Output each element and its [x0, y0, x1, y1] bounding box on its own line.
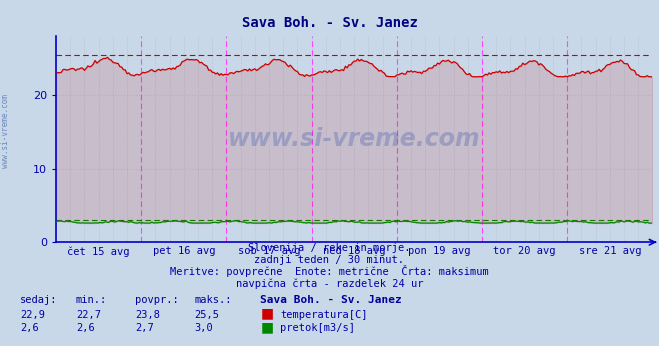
Text: 2,6: 2,6 [76, 324, 94, 334]
Text: 22,9: 22,9 [20, 310, 45, 320]
Text: 23,8: 23,8 [135, 310, 160, 320]
Text: maks.:: maks.: [194, 295, 232, 305]
Text: min.:: min.: [76, 295, 107, 305]
Text: www.si-vreme.com: www.si-vreme.com [1, 94, 10, 169]
Text: www.si-vreme.com: www.si-vreme.com [228, 127, 480, 151]
Text: 2,7: 2,7 [135, 324, 154, 334]
Text: Sava Boh. - Sv. Janez: Sava Boh. - Sv. Janez [260, 295, 402, 305]
Text: Slovenija / reke in morje.: Slovenija / reke in morje. [248, 243, 411, 253]
Text: zadnji teden / 30 minut.: zadnji teden / 30 minut. [254, 255, 405, 265]
Text: temperatura[C]: temperatura[C] [280, 310, 368, 320]
Text: 22,7: 22,7 [76, 310, 101, 320]
Text: ■: ■ [260, 320, 273, 335]
Text: 3,0: 3,0 [194, 324, 213, 334]
Text: 25,5: 25,5 [194, 310, 219, 320]
Text: Sava Boh. - Sv. Janez: Sava Boh. - Sv. Janez [242, 16, 417, 29]
Text: Meritve: povprečne  Enote: metrične  Črta: maksimum: Meritve: povprečne Enote: metrične Črta:… [170, 265, 489, 277]
Text: povpr.:: povpr.: [135, 295, 179, 305]
Text: sedaj:: sedaj: [20, 295, 57, 305]
Text: 2,6: 2,6 [20, 324, 38, 334]
Text: ■: ■ [260, 307, 273, 321]
Text: pretok[m3/s]: pretok[m3/s] [280, 324, 355, 334]
Text: navpična črta - razdelek 24 ur: navpična črta - razdelek 24 ur [236, 279, 423, 289]
